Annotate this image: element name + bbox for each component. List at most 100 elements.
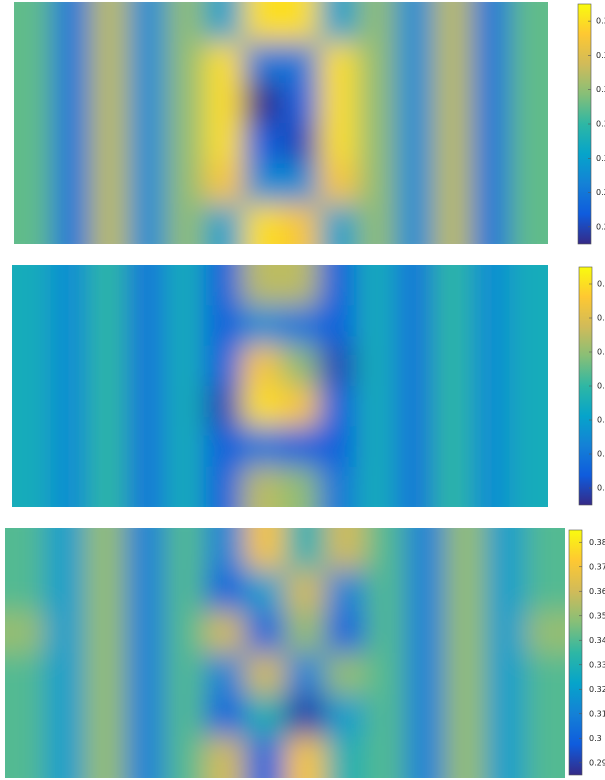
heatmap-cell	[85, 736, 126, 778]
heatmap-cell	[166, 203, 206, 244]
heatmap-cell	[125, 528, 166, 571]
heatmap	[14, 2, 548, 244]
heatmap-cell	[165, 426, 204, 468]
heatmap-cell	[395, 123, 435, 164]
heatmap-cell	[471, 82, 511, 124]
heatmap-cell	[241, 466, 281, 507]
heatmap-cell	[405, 653, 446, 696]
heatmap-cell	[509, 123, 548, 164]
heatmap-cell	[166, 82, 206, 124]
heatmap-cell	[5, 611, 46, 654]
heatmap-cell	[285, 736, 326, 778]
heatmap-cell	[90, 203, 129, 244]
heatmap-cell	[405, 528, 446, 571]
heatmap-cell	[166, 42, 206, 84]
heatmap-cell	[433, 305, 472, 347]
heatmap-cell	[52, 42, 91, 84]
heatmap-cell	[471, 426, 511, 468]
heatmap-cell	[205, 736, 246, 778]
heatmap-cell	[471, 466, 511, 507]
heatmap-cell	[88, 345, 128, 387]
heatmap-cell	[394, 426, 434, 468]
heatmap-cell	[45, 528, 86, 571]
heatmap-cell	[88, 305, 128, 347]
heatmap-cell	[52, 82, 91, 124]
heatmap-cell	[285, 528, 326, 571]
heatmap-cell	[433, 123, 473, 164]
heatmap-cell	[204, 163, 244, 205]
heatmap-cell	[485, 611, 526, 654]
colorbar-tick-label: 0.32	[589, 685, 605, 694]
heatmap-cell	[241, 386, 281, 427]
heatmap-cell	[471, 2, 511, 43]
heatmap-cell	[318, 426, 358, 468]
heatmap-cell	[365, 653, 406, 696]
heatmap	[5, 528, 565, 778]
heatmap-cell	[525, 528, 565, 571]
heatmap-cell	[471, 386, 511, 427]
heatmap-cell	[204, 123, 244, 164]
heatmap-cell	[85, 569, 126, 612]
heatmap-cell	[471, 203, 511, 244]
colorbar-tick-label: 0.3	[596, 154, 605, 163]
heatmap-cell	[128, 123, 168, 164]
heatmap-cell	[280, 426, 319, 468]
heatmap-cell	[245, 736, 286, 778]
heatmap-cell	[125, 611, 166, 654]
heatmap-cell	[394, 305, 434, 347]
heatmap-cell	[88, 426, 128, 468]
heatmap-cell	[280, 345, 319, 387]
heatmap-cell	[509, 203, 548, 244]
heatmap-cell	[509, 163, 548, 205]
heatmap-cell	[319, 123, 358, 164]
heatmap-cell	[395, 163, 435, 205]
heatmap-cell	[471, 345, 511, 387]
heatmap-cell	[509, 386, 548, 427]
heatmap-cell	[12, 466, 51, 507]
heatmap-cell	[525, 694, 565, 737]
colorbar-tick-label: 0.3	[596, 17, 605, 26]
heatmap-cell	[525, 611, 565, 654]
heatmap-cell	[88, 386, 128, 427]
heatmap-cell	[280, 386, 319, 427]
heatmap-cell	[166, 2, 206, 43]
heatmap-cell	[356, 426, 396, 468]
heatmap-cell	[509, 426, 548, 468]
heatmap-cell	[50, 426, 90, 468]
heatmap-cell	[241, 345, 281, 387]
heatmap-cell	[52, 163, 91, 205]
heatmap-cell	[325, 528, 366, 571]
heatmap-cell	[204, 203, 244, 244]
heatmap-cell	[128, 42, 168, 84]
heatmap-cell	[433, 163, 473, 205]
colorbar-tick-label: 0.3	[597, 382, 605, 391]
heatmap-cell	[128, 203, 168, 244]
heatmap-cell	[405, 569, 446, 612]
heatmap-cell	[445, 694, 486, 737]
colorbar-tick-label: 0.3	[597, 314, 605, 323]
heatmap-cell	[88, 265, 128, 306]
heatmap-cell	[205, 653, 246, 696]
heatmap-cell	[319, 163, 358, 205]
heatmap-cell	[509, 265, 548, 306]
heatmap-cell	[241, 265, 281, 306]
heatmap-cell	[45, 736, 86, 778]
heatmap-cell	[433, 42, 473, 84]
heatmap-cell	[325, 611, 366, 654]
heatmap-cell	[319, 82, 358, 124]
colorbar-tick-label: 0.35	[589, 611, 605, 620]
heatmap-cell	[5, 653, 46, 696]
heatmap-cell	[433, 386, 472, 427]
heatmap-cell	[509, 42, 548, 84]
heatmap-cell	[165, 386, 204, 427]
heatmap-cell	[50, 265, 90, 306]
heatmap-cell	[90, 2, 129, 43]
heatmap-cell	[281, 123, 320, 164]
heatmap-cell	[205, 694, 246, 737]
heatmap-cell	[471, 305, 511, 347]
heatmap-cell	[395, 203, 435, 244]
heatmap-cell	[433, 82, 473, 124]
heatmap-cell	[90, 42, 129, 84]
heatmap-cell	[165, 569, 206, 612]
